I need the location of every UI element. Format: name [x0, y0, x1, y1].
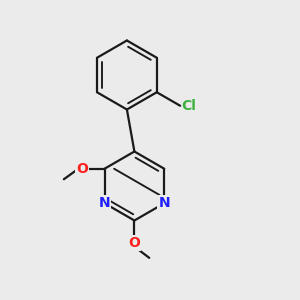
Text: Cl: Cl — [182, 99, 196, 113]
Text: O: O — [128, 236, 140, 250]
Text: O: O — [76, 162, 88, 176]
Text: N: N — [158, 196, 170, 210]
Text: N: N — [99, 196, 110, 210]
